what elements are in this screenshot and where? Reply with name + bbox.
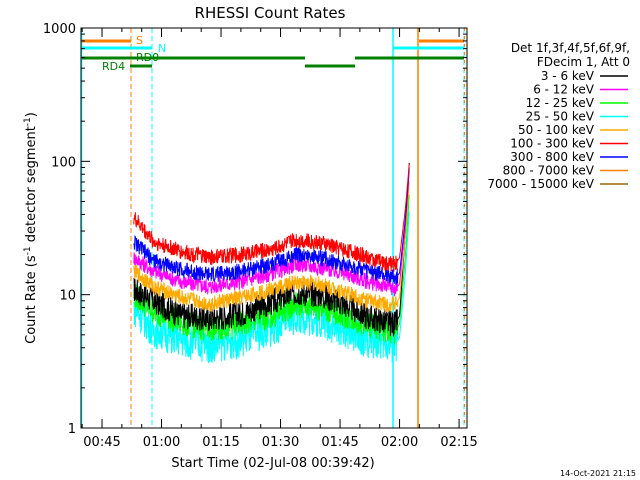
legend-header-line-2: FDecim 1, Att 0	[537, 55, 630, 69]
legend-item-label: 25 - 50 keV	[526, 110, 595, 124]
y-tick-label: 100	[51, 155, 76, 170]
y-tick-label: 10	[59, 289, 76, 304]
legend: Det 1f,3f,4f,5f,6f,9f, FDecim 1, Att 0 3…	[487, 41, 630, 191]
state-annotation-rd0: RD0	[136, 51, 159, 64]
legend-header-line-1: Det 1f,3f,4f,5f,6f,9f,	[511, 41, 630, 55]
legend-item-label: 3 - 6 keV	[541, 69, 595, 83]
y-axis-label: Count Rate (s-1 detector segment-1)	[23, 112, 39, 344]
plot-timestamp: 14-Oct-2021 21:15	[560, 469, 636, 478]
chart-title: RHESSI Count Rates	[195, 4, 346, 22]
axes: 00:45 01:00 01:15 01:30 01:45 02:00 02:15 1 10 10…	[43, 22, 478, 450]
x-tick-label: 02:15	[440, 435, 477, 450]
state-annotation-s: S	[136, 34, 143, 47]
series-line	[133, 167, 410, 285]
state-annotation-rd4: RD4	[102, 60, 125, 73]
legend-item-label: 50 - 100 keV	[518, 123, 595, 137]
legend-item-label: 100 - 300 keV	[510, 137, 594, 151]
legend-item-label: 7000 - 15000 keV	[487, 177, 594, 191]
legend-item-label: 300 - 800 keV	[510, 150, 594, 164]
x-axis-label: Start Time (02-Jul-08 00:39:42)	[171, 456, 374, 471]
x-tick-label: 01:45	[321, 435, 358, 450]
plot-frame	[80, 27, 468, 429]
legend-item-label: 800 - 7000 keV	[503, 164, 595, 178]
series-line	[133, 164, 410, 272]
state-annotation-n: N	[158, 42, 166, 55]
x-tick-label: 01:30	[262, 435, 299, 450]
x-tick-label: 02:00	[381, 435, 418, 450]
x-tick-label: 00:45	[83, 435, 120, 450]
y-tick-label: 1000	[43, 22, 76, 37]
y-tick-label: 1	[68, 422, 76, 437]
series-layer	[133, 162, 410, 364]
legend-item-label: 6 - 12 keV	[533, 83, 595, 97]
series-line	[133, 162, 410, 337]
series-line	[133, 170, 410, 297]
x-tick-label: 01:00	[143, 435, 180, 450]
series-line	[133, 181, 410, 313]
legend-item-label: 12 - 25 keV	[526, 96, 595, 110]
x-tick-label: 01:15	[202, 435, 239, 450]
